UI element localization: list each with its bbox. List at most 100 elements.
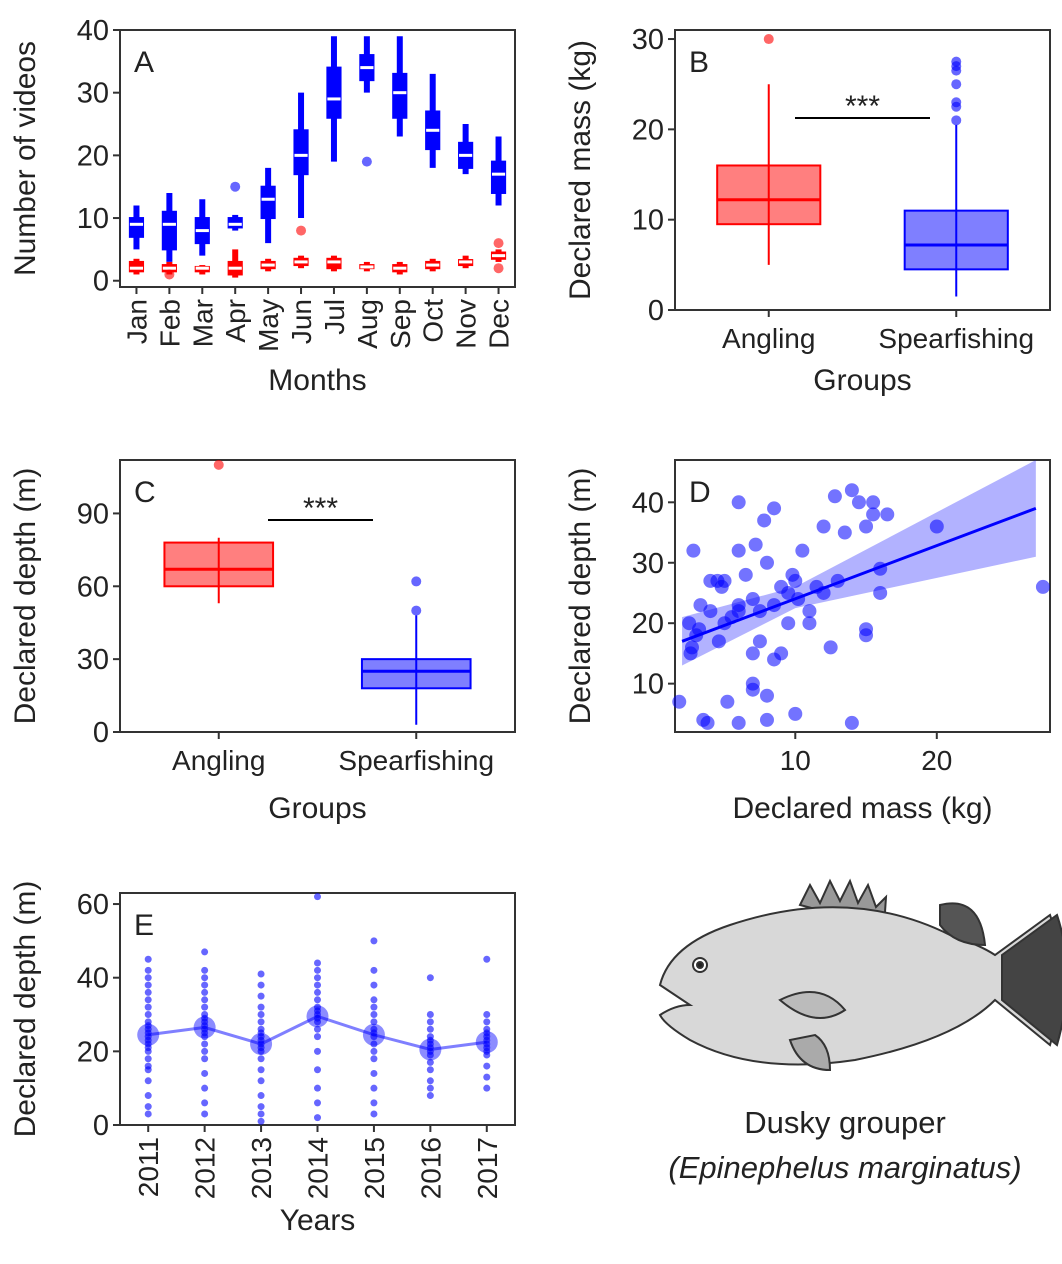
point bbox=[426, 1058, 434, 1066]
point bbox=[774, 646, 789, 661]
point bbox=[929, 519, 944, 534]
point bbox=[201, 1047, 209, 1055]
point bbox=[795, 543, 810, 558]
plot-frame bbox=[119, 29, 516, 288]
point bbox=[201, 1055, 209, 1063]
box bbox=[903, 209, 1009, 271]
point bbox=[201, 1069, 209, 1077]
point bbox=[370, 981, 378, 989]
x-tick-label: May bbox=[253, 299, 284, 352]
x-tick-label: 2012 bbox=[190, 1137, 221, 1199]
point bbox=[686, 543, 701, 558]
point bbox=[370, 937, 378, 945]
point bbox=[144, 1062, 152, 1070]
outlier bbox=[230, 181, 241, 192]
point bbox=[201, 1099, 209, 1107]
y-tick-label: 30 bbox=[632, 24, 664, 56]
point bbox=[711, 634, 726, 649]
point bbox=[752, 634, 767, 649]
box bbox=[128, 260, 145, 273]
point bbox=[257, 1103, 265, 1111]
mean-point bbox=[250, 1032, 273, 1055]
x-tick-label: 2011 bbox=[133, 1137, 164, 1197]
point bbox=[866, 507, 881, 522]
point bbox=[700, 715, 715, 730]
panel-label: C bbox=[134, 476, 156, 509]
outlier bbox=[411, 605, 422, 616]
point bbox=[201, 1110, 209, 1118]
point bbox=[314, 1099, 321, 1107]
box bbox=[293, 129, 309, 176]
point bbox=[426, 1066, 434, 1074]
point bbox=[757, 513, 772, 528]
point bbox=[314, 988, 321, 996]
y-tick-label: 40 bbox=[632, 487, 664, 519]
x-axis-title: Groups bbox=[813, 364, 911, 397]
point bbox=[314, 1003, 321, 1011]
point bbox=[201, 1011, 209, 1019]
x-axis-title: Months bbox=[268, 364, 366, 397]
point bbox=[314, 981, 321, 989]
x-tick-label: 20 bbox=[921, 745, 952, 776]
outlier bbox=[951, 115, 962, 126]
outlier bbox=[213, 459, 224, 470]
point bbox=[837, 525, 852, 540]
y-tick-label: 0 bbox=[93, 266, 109, 298]
point bbox=[844, 483, 859, 498]
point bbox=[257, 1092, 265, 1100]
y-tick-label: 30 bbox=[632, 548, 664, 580]
point bbox=[201, 1040, 209, 1048]
box bbox=[227, 217, 243, 229]
point bbox=[314, 974, 321, 982]
point bbox=[257, 1077, 265, 1085]
point bbox=[802, 604, 817, 619]
x-tick-label: Feb bbox=[154, 299, 185, 347]
confidence-band bbox=[682, 460, 1036, 666]
outlier bbox=[763, 34, 774, 45]
point bbox=[257, 1066, 265, 1074]
y-axis-title: Declared mass (kg) bbox=[564, 40, 597, 300]
point bbox=[370, 996, 378, 1004]
y-tick-label: 0 bbox=[648, 295, 664, 327]
x-axis-title: Years bbox=[280, 1204, 356, 1237]
y-tick-label: 20 bbox=[632, 114, 664, 146]
y-tick-label: 90 bbox=[77, 498, 109, 530]
point bbox=[257, 1003, 265, 1011]
outlier bbox=[951, 97, 962, 108]
point bbox=[745, 592, 760, 607]
box bbox=[716, 164, 822, 226]
y-tick-label: 20 bbox=[632, 608, 664, 640]
point bbox=[731, 495, 746, 510]
y-tick-label: 30 bbox=[77, 644, 109, 676]
point bbox=[257, 1110, 265, 1118]
x-tick-label: Nov bbox=[451, 299, 482, 349]
mean-point bbox=[137, 1023, 160, 1046]
point bbox=[370, 1040, 378, 1048]
point bbox=[370, 1025, 378, 1033]
box bbox=[326, 66, 342, 119]
x-tick-label: Jul bbox=[319, 299, 350, 335]
point bbox=[880, 507, 895, 522]
point bbox=[257, 981, 265, 989]
point bbox=[370, 966, 378, 974]
y-tick-label: 10 bbox=[632, 669, 664, 701]
point bbox=[823, 640, 838, 655]
outlier bbox=[296, 225, 307, 236]
point bbox=[370, 1099, 378, 1107]
point bbox=[802, 616, 817, 631]
point bbox=[314, 1047, 321, 1055]
outlier bbox=[411, 576, 422, 587]
box bbox=[326, 257, 342, 270]
point bbox=[201, 1003, 209, 1011]
box bbox=[161, 210, 177, 251]
mean-point bbox=[362, 1023, 385, 1046]
point bbox=[483, 1062, 491, 1070]
x-tick-label: Angling bbox=[172, 745, 265, 776]
point bbox=[827, 489, 842, 504]
point bbox=[745, 682, 760, 697]
x-tick-label: 2013 bbox=[246, 1137, 277, 1199]
point bbox=[201, 974, 209, 982]
point bbox=[257, 1011, 265, 1019]
box bbox=[260, 185, 276, 220]
plot-frame bbox=[119, 459, 516, 733]
